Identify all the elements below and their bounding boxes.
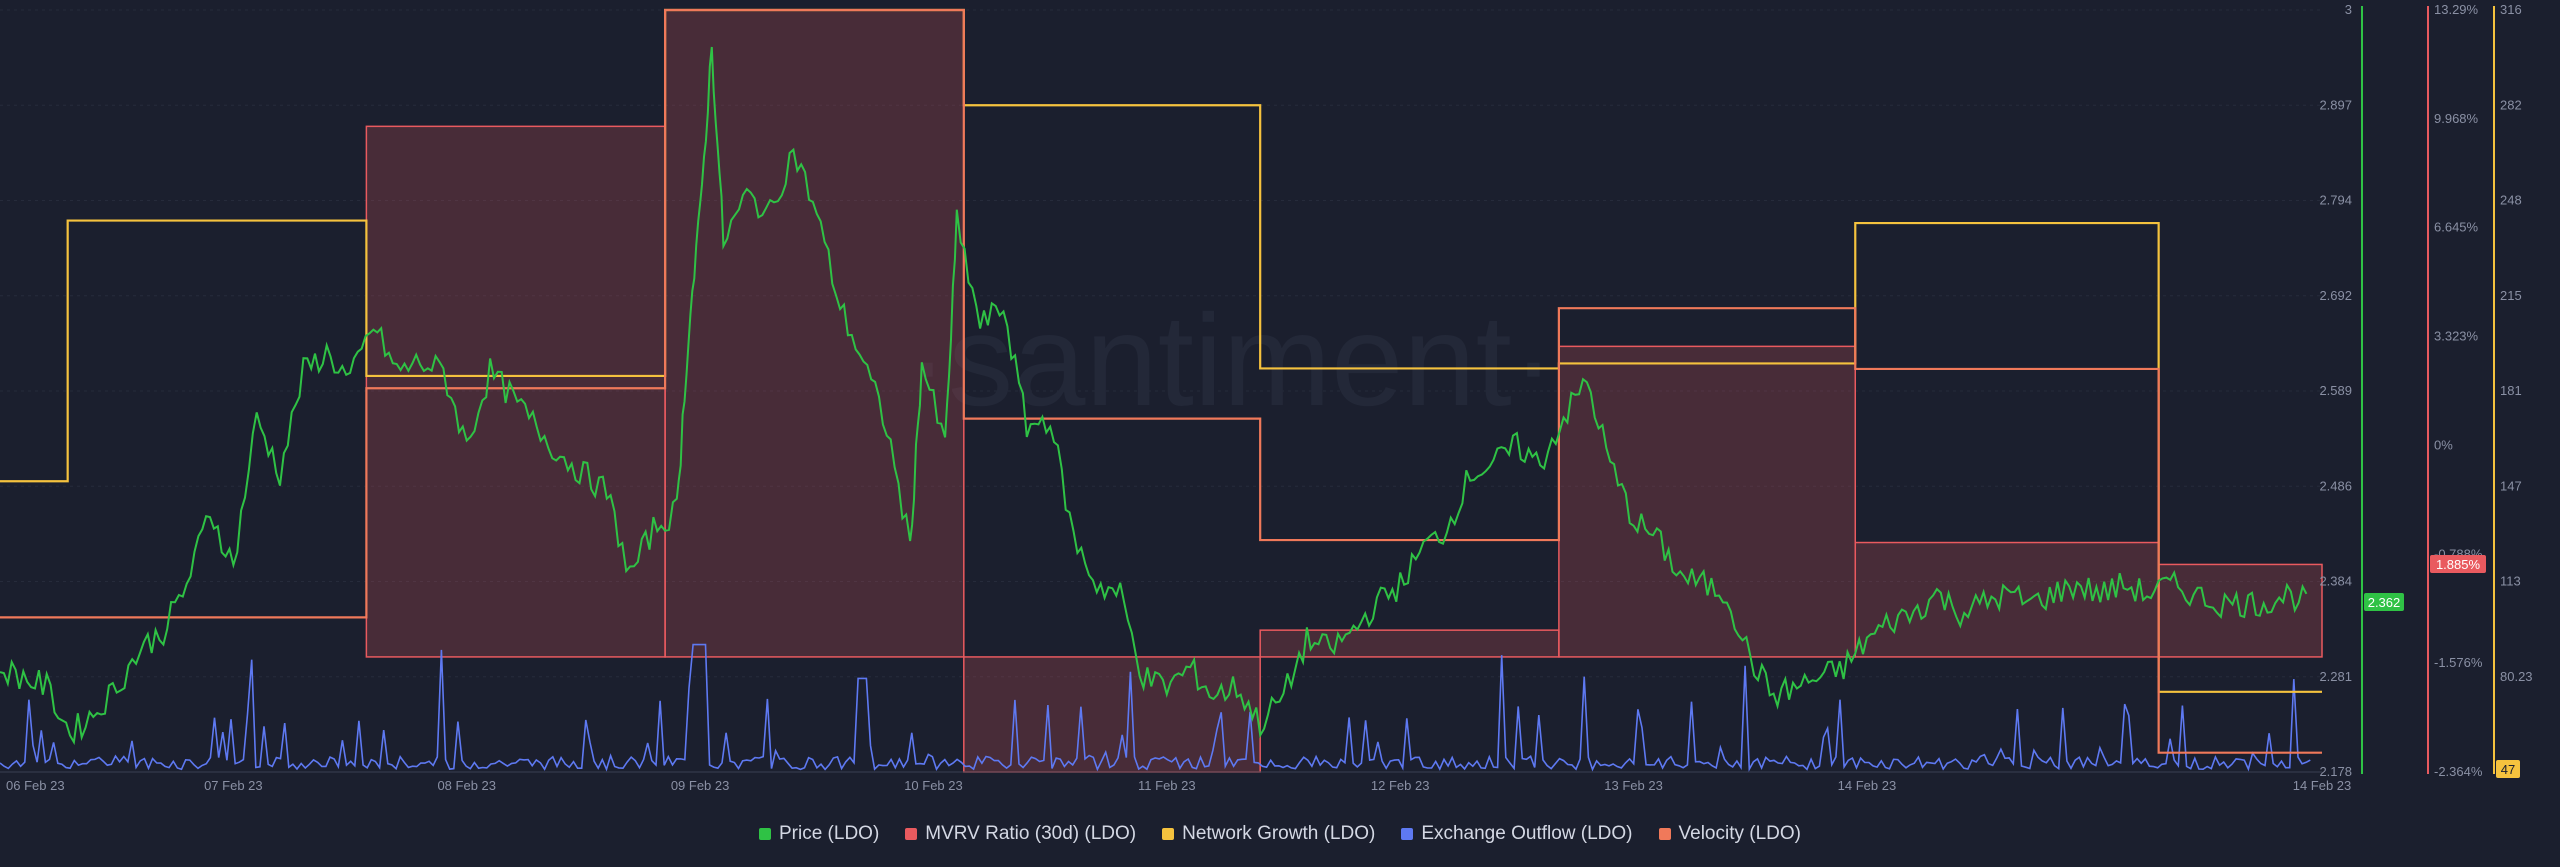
series-layer <box>0 8 2323 773</box>
x-tick-label: 11 Feb 23 <box>1138 778 1196 793</box>
legend-label: Network Growth (LDO) <box>1182 823 1376 844</box>
legend-label: MVRV Ratio (30d) (LDO) <box>925 823 1137 844</box>
price-tick-label: 2.486 <box>2319 478 2352 493</box>
price-tick-label: 2.589 <box>2319 383 2352 398</box>
mvrv-bar <box>963 656 1261 773</box>
x-tick-label: 14 Feb 23 <box>1838 778 1897 793</box>
price-tick-label: 2.178 <box>2319 764 2352 779</box>
mvrv-tick-label: -1.576% <box>2434 655 2483 670</box>
mvrv-bar <box>1558 345 1857 658</box>
price-line <box>0 46 2308 746</box>
x-axis: 06 Feb 23 07 Feb 23 08 Feb 23 09 Feb 23 10 F… <box>0 771 2352 793</box>
legend-swatch <box>1162 828 1175 840</box>
price-tick-label: 2.281 <box>2319 669 2352 684</box>
network-tick-label: 113 <box>2500 574 2521 589</box>
network-current-badge <box>2496 760 2520 778</box>
price-tick-label: 2.692 <box>2319 288 2352 303</box>
x-tick-label: 09 Feb 23 <box>671 778 730 793</box>
legend-swatch <box>1658 828 1671 840</box>
mvrv-tick-label: 3.323% <box>2434 329 2479 344</box>
mvrv-tick-label: 6.645% <box>2434 220 2479 235</box>
exchange-outflow-line <box>0 643 2311 772</box>
legend-item-velocity[interactable]: Velocity (LDO) <box>1658 823 1801 845</box>
network-tick-label: 282 <box>2500 97 2522 112</box>
price-tick-label: 3 <box>2345 2 2352 17</box>
santiment-watermark: ·santiment· <box>905 287 1555 433</box>
mvrv-current-badge-text: 1.885% <box>2436 557 2481 572</box>
x-tick-label: 10 Feb 23 <box>904 778 963 793</box>
legend-item-outflow[interactable]: Exchange Outflow (LDO) <box>1401 823 1633 845</box>
network-current-badge-text: 47 <box>2501 762 2515 777</box>
legend: Price (LDO) MVRV Ratio (30d) (LDO) Network… <box>0 818 2560 850</box>
legend-swatch <box>905 828 918 840</box>
y-axes: 3 2.897 2.794 2.692 2.589 2.486 2.384 2.281 2.17… <box>2319 2 2532 779</box>
mvrv-tick-label: 13.29% <box>2434 2 2479 17</box>
network-line <box>0 8 2322 693</box>
network-tick-label: 181 <box>2500 383 2522 398</box>
network-tick-label: 147 <box>2500 478 2522 493</box>
legend-swatch <box>1401 828 1414 840</box>
mvrv-bar <box>1854 541 2160 658</box>
price-current-badge <box>2364 593 2404 611</box>
mvrv-current-badge <box>2430 555 2486 573</box>
mvrv-bar <box>664 9 965 658</box>
network-tick-label: 80.23 <box>2500 669 2533 684</box>
price-current-badge-text: 2.362 <box>2368 595 2401 610</box>
price-tick-label: 2.384 <box>2319 574 2352 589</box>
network-tick-label: 316 <box>2500 2 2522 17</box>
legend-item-network[interactable]: Network Growth (LDO) <box>1162 823 1375 845</box>
x-tick-label: 12 Feb 23 <box>1371 778 1430 793</box>
price-tick-label: 2.897 <box>2319 97 2352 112</box>
legend-label: Velocity (LDO) <box>1678 823 1801 844</box>
price-tick-label: 2.794 <box>2319 193 2352 208</box>
x-tick-label: 07 Feb 23 <box>204 778 263 793</box>
legend-label: Exchange Outflow (LDO) <box>1421 823 1633 844</box>
network-tick-label: 215 <box>2500 288 2522 303</box>
velocity-line <box>0 8 2322 754</box>
mvrv-bar <box>365 125 666 658</box>
mvrv-tick-label: 0% <box>2434 437 2453 452</box>
legend-swatch <box>758 828 771 840</box>
legend-item-mvrv[interactable]: MVRV Ratio (30d) (LDO) <box>905 823 1136 845</box>
mvrv-tick-label: -2.364% <box>2434 764 2483 779</box>
legend-item-price[interactable]: Price (LDO) <box>758 823 880 845</box>
x-tick-label: 06 Feb 23 <box>6 778 65 793</box>
network-tick-label: 248 <box>2500 193 2522 208</box>
x-tick-label: 14 Feb 23 <box>2293 778 2352 793</box>
mvrv-tick-label: 9.968% <box>2434 111 2479 126</box>
legend-label: Price (LDO) <box>778 823 880 844</box>
x-tick-label: 08 Feb 23 <box>437 778 496 793</box>
x-tick-label: 13 Feb 23 <box>1604 778 1663 793</box>
